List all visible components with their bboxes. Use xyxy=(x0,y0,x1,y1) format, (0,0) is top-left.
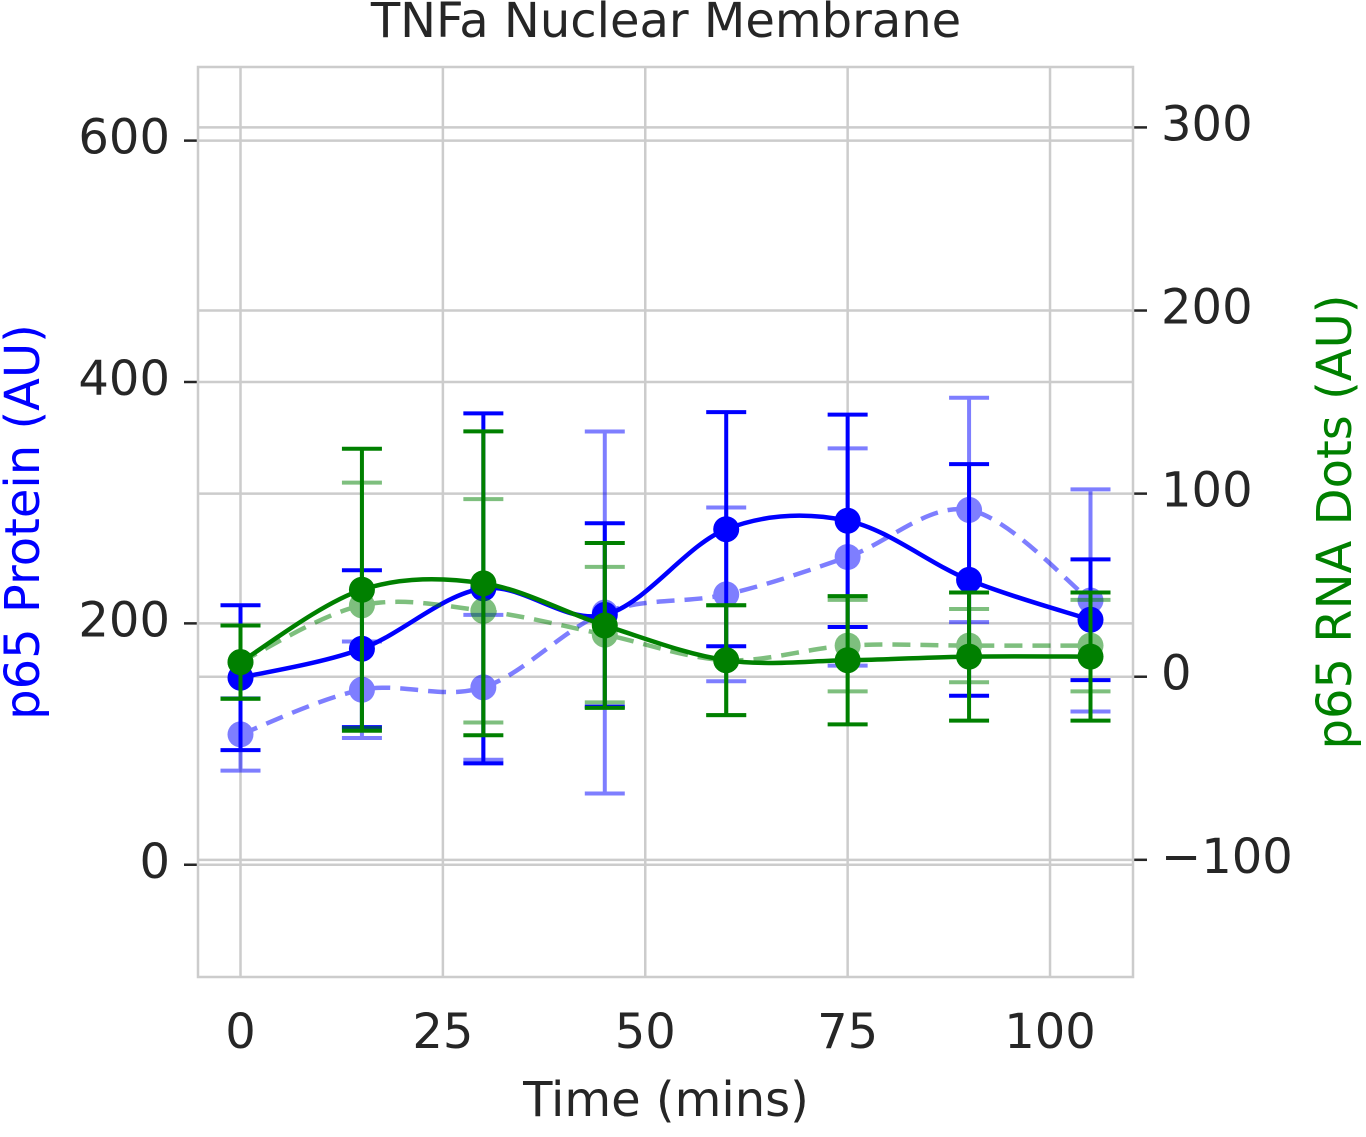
y-tick-label: 400 xyxy=(78,351,170,407)
series-line xyxy=(239,513,1092,680)
x-axis-label: Time (mins) xyxy=(522,1072,809,1128)
data-point xyxy=(591,612,618,639)
data-point xyxy=(713,647,740,674)
series-line xyxy=(239,599,1091,665)
y-axis-label: p65 Protein (AU) xyxy=(0,324,51,720)
data-point xyxy=(227,649,254,676)
data-point xyxy=(834,647,861,674)
data-point xyxy=(713,516,740,543)
y2-tick-label: 100 xyxy=(1161,463,1253,519)
series xyxy=(220,429,1111,738)
series-line xyxy=(239,576,1091,666)
x-tick-label: 25 xyxy=(412,1004,473,1060)
y-tick-label: 200 xyxy=(78,592,170,648)
data-point xyxy=(834,507,861,534)
y-tick-label: 0 xyxy=(139,834,170,890)
x-tick-label: 50 xyxy=(615,1004,676,1060)
y2-tick-label: −100 xyxy=(1161,829,1293,885)
y2-tick-label: 200 xyxy=(1161,280,1253,336)
x-tick-label: 75 xyxy=(817,1004,878,1060)
chart-title: TNFa Nuclear Membrane xyxy=(370,0,961,49)
y2-tick-label: 300 xyxy=(1161,96,1253,152)
y2-axis-label: p65 RNA Dots (AU) xyxy=(1307,295,1363,750)
plot-frame xyxy=(196,65,1135,979)
x-tick-label: 0 xyxy=(225,1004,256,1060)
y-tick-label: 600 xyxy=(78,110,170,166)
x-tick-label: 100 xyxy=(1004,1004,1096,1060)
data-point xyxy=(348,576,375,603)
data-point xyxy=(1077,643,1104,670)
data-point xyxy=(956,566,983,593)
y2-tick-label: 0 xyxy=(1161,646,1192,702)
data-point xyxy=(956,643,983,670)
data-point xyxy=(470,570,497,597)
